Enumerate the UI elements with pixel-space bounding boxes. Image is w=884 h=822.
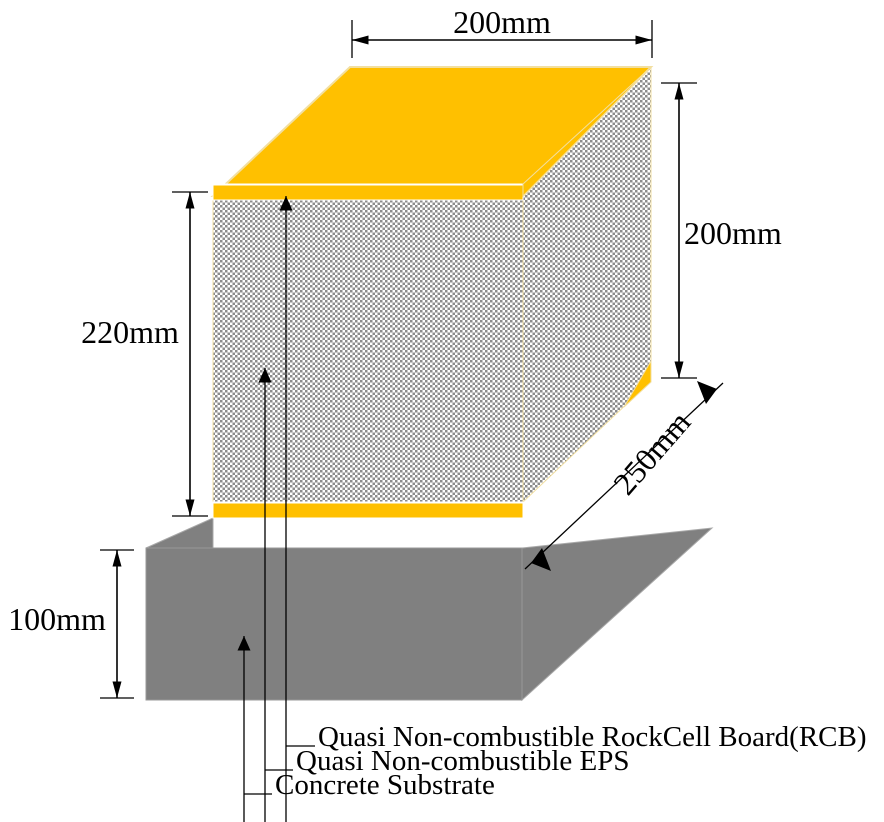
svg-text:200mm: 200mm <box>684 215 782 251</box>
svg-text:100mm: 100mm <box>8 601 106 637</box>
svg-text:250mm: 250mm <box>606 404 697 501</box>
svg-text:220mm: 220mm <box>81 314 179 350</box>
svg-text:200mm: 200mm <box>453 4 551 40</box>
svg-text:Concrete Substrate: Concrete Substrate <box>275 769 495 801</box>
